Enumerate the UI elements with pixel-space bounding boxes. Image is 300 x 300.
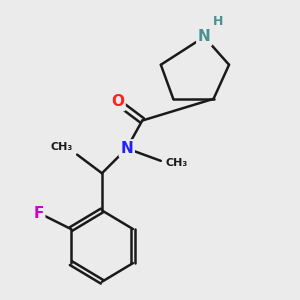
Text: N: N xyxy=(198,29,211,44)
Text: F: F xyxy=(33,206,43,221)
Text: CH₃: CH₃ xyxy=(50,142,73,152)
Text: N: N xyxy=(120,141,133,156)
Text: H: H xyxy=(213,15,223,28)
Text: CH₃: CH₃ xyxy=(166,158,188,168)
Text: O: O xyxy=(111,94,124,110)
